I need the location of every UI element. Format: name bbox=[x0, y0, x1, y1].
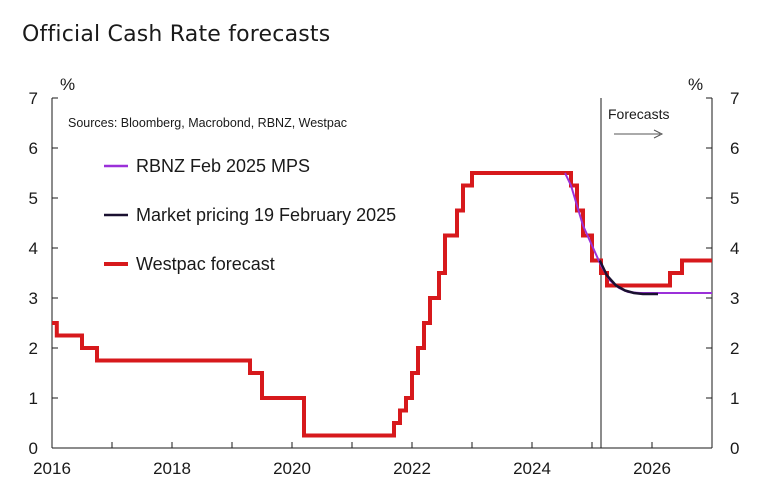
y-tick-right-5: 5 bbox=[730, 189, 739, 208]
x-tick-2026: 2026 bbox=[633, 459, 671, 478]
x-tick-2022: 2022 bbox=[393, 459, 431, 478]
legend-label-westpac: Westpac forecast bbox=[136, 254, 275, 274]
x-tick-2020: 2020 bbox=[273, 459, 311, 478]
y-tick-left-3: 3 bbox=[29, 289, 38, 308]
y-tick-right-6: 6 bbox=[730, 139, 739, 158]
y-ticks-left: 0 1 2 3 4 5 6 7 bbox=[29, 89, 38, 458]
y-tick-right-3: 3 bbox=[730, 289, 739, 308]
x-tick-2018: 2018 bbox=[153, 459, 191, 478]
y-tick-left-4: 4 bbox=[29, 239, 38, 258]
forecast-arrow-head bbox=[653, 129, 664, 139]
y-tick-right-7: 7 bbox=[730, 89, 739, 108]
x-tick-marks bbox=[51, 442, 713, 448]
y-ticks-right: 0 1 2 3 4 5 6 7 bbox=[730, 89, 739, 458]
x-tick-2016: 2016 bbox=[33, 459, 71, 478]
series-rbnz-feb-2025-mps bbox=[564, 172, 712, 294]
y-tick-right-2: 2 bbox=[730, 339, 739, 358]
y-tick-left-1: 1 bbox=[29, 389, 38, 408]
y-tick-right-1: 1 bbox=[730, 389, 739, 408]
source-note: Sources: Bloomberg, Macrobond, RBNZ, Wes… bbox=[68, 116, 347, 130]
series-market-pricing bbox=[598, 259, 658, 296]
y-unit-right: % bbox=[688, 75, 703, 94]
y-unit-left: % bbox=[60, 75, 75, 94]
y-tick-right-4: 4 bbox=[730, 239, 739, 258]
legend-label-rbnz: RBNZ Feb 2025 MPS bbox=[136, 156, 310, 176]
y-tick-left-7: 7 bbox=[29, 89, 38, 108]
y-tick-left-5: 5 bbox=[29, 189, 38, 208]
y-tick-marks bbox=[52, 97, 712, 449]
y-tick-left-2: 2 bbox=[29, 339, 38, 358]
y-tick-right-0: 0 bbox=[730, 439, 739, 458]
y-tick-left-0: 0 bbox=[29, 439, 38, 458]
forecasts-label: Forecasts bbox=[608, 106, 669, 122]
x-tick-2024: 2024 bbox=[513, 459, 551, 478]
legend-label-market: Market pricing 19 February 2025 bbox=[136, 205, 396, 225]
x-ticks: 2016 2018 2020 2022 2024 2026 bbox=[33, 459, 671, 478]
y-tick-left-6: 6 bbox=[29, 139, 38, 158]
chart-title: Official Cash Rate forecasts bbox=[22, 22, 331, 47]
legend: RBNZ Feb 2025 MPS Market pricing 19 Febr… bbox=[104, 156, 396, 274]
